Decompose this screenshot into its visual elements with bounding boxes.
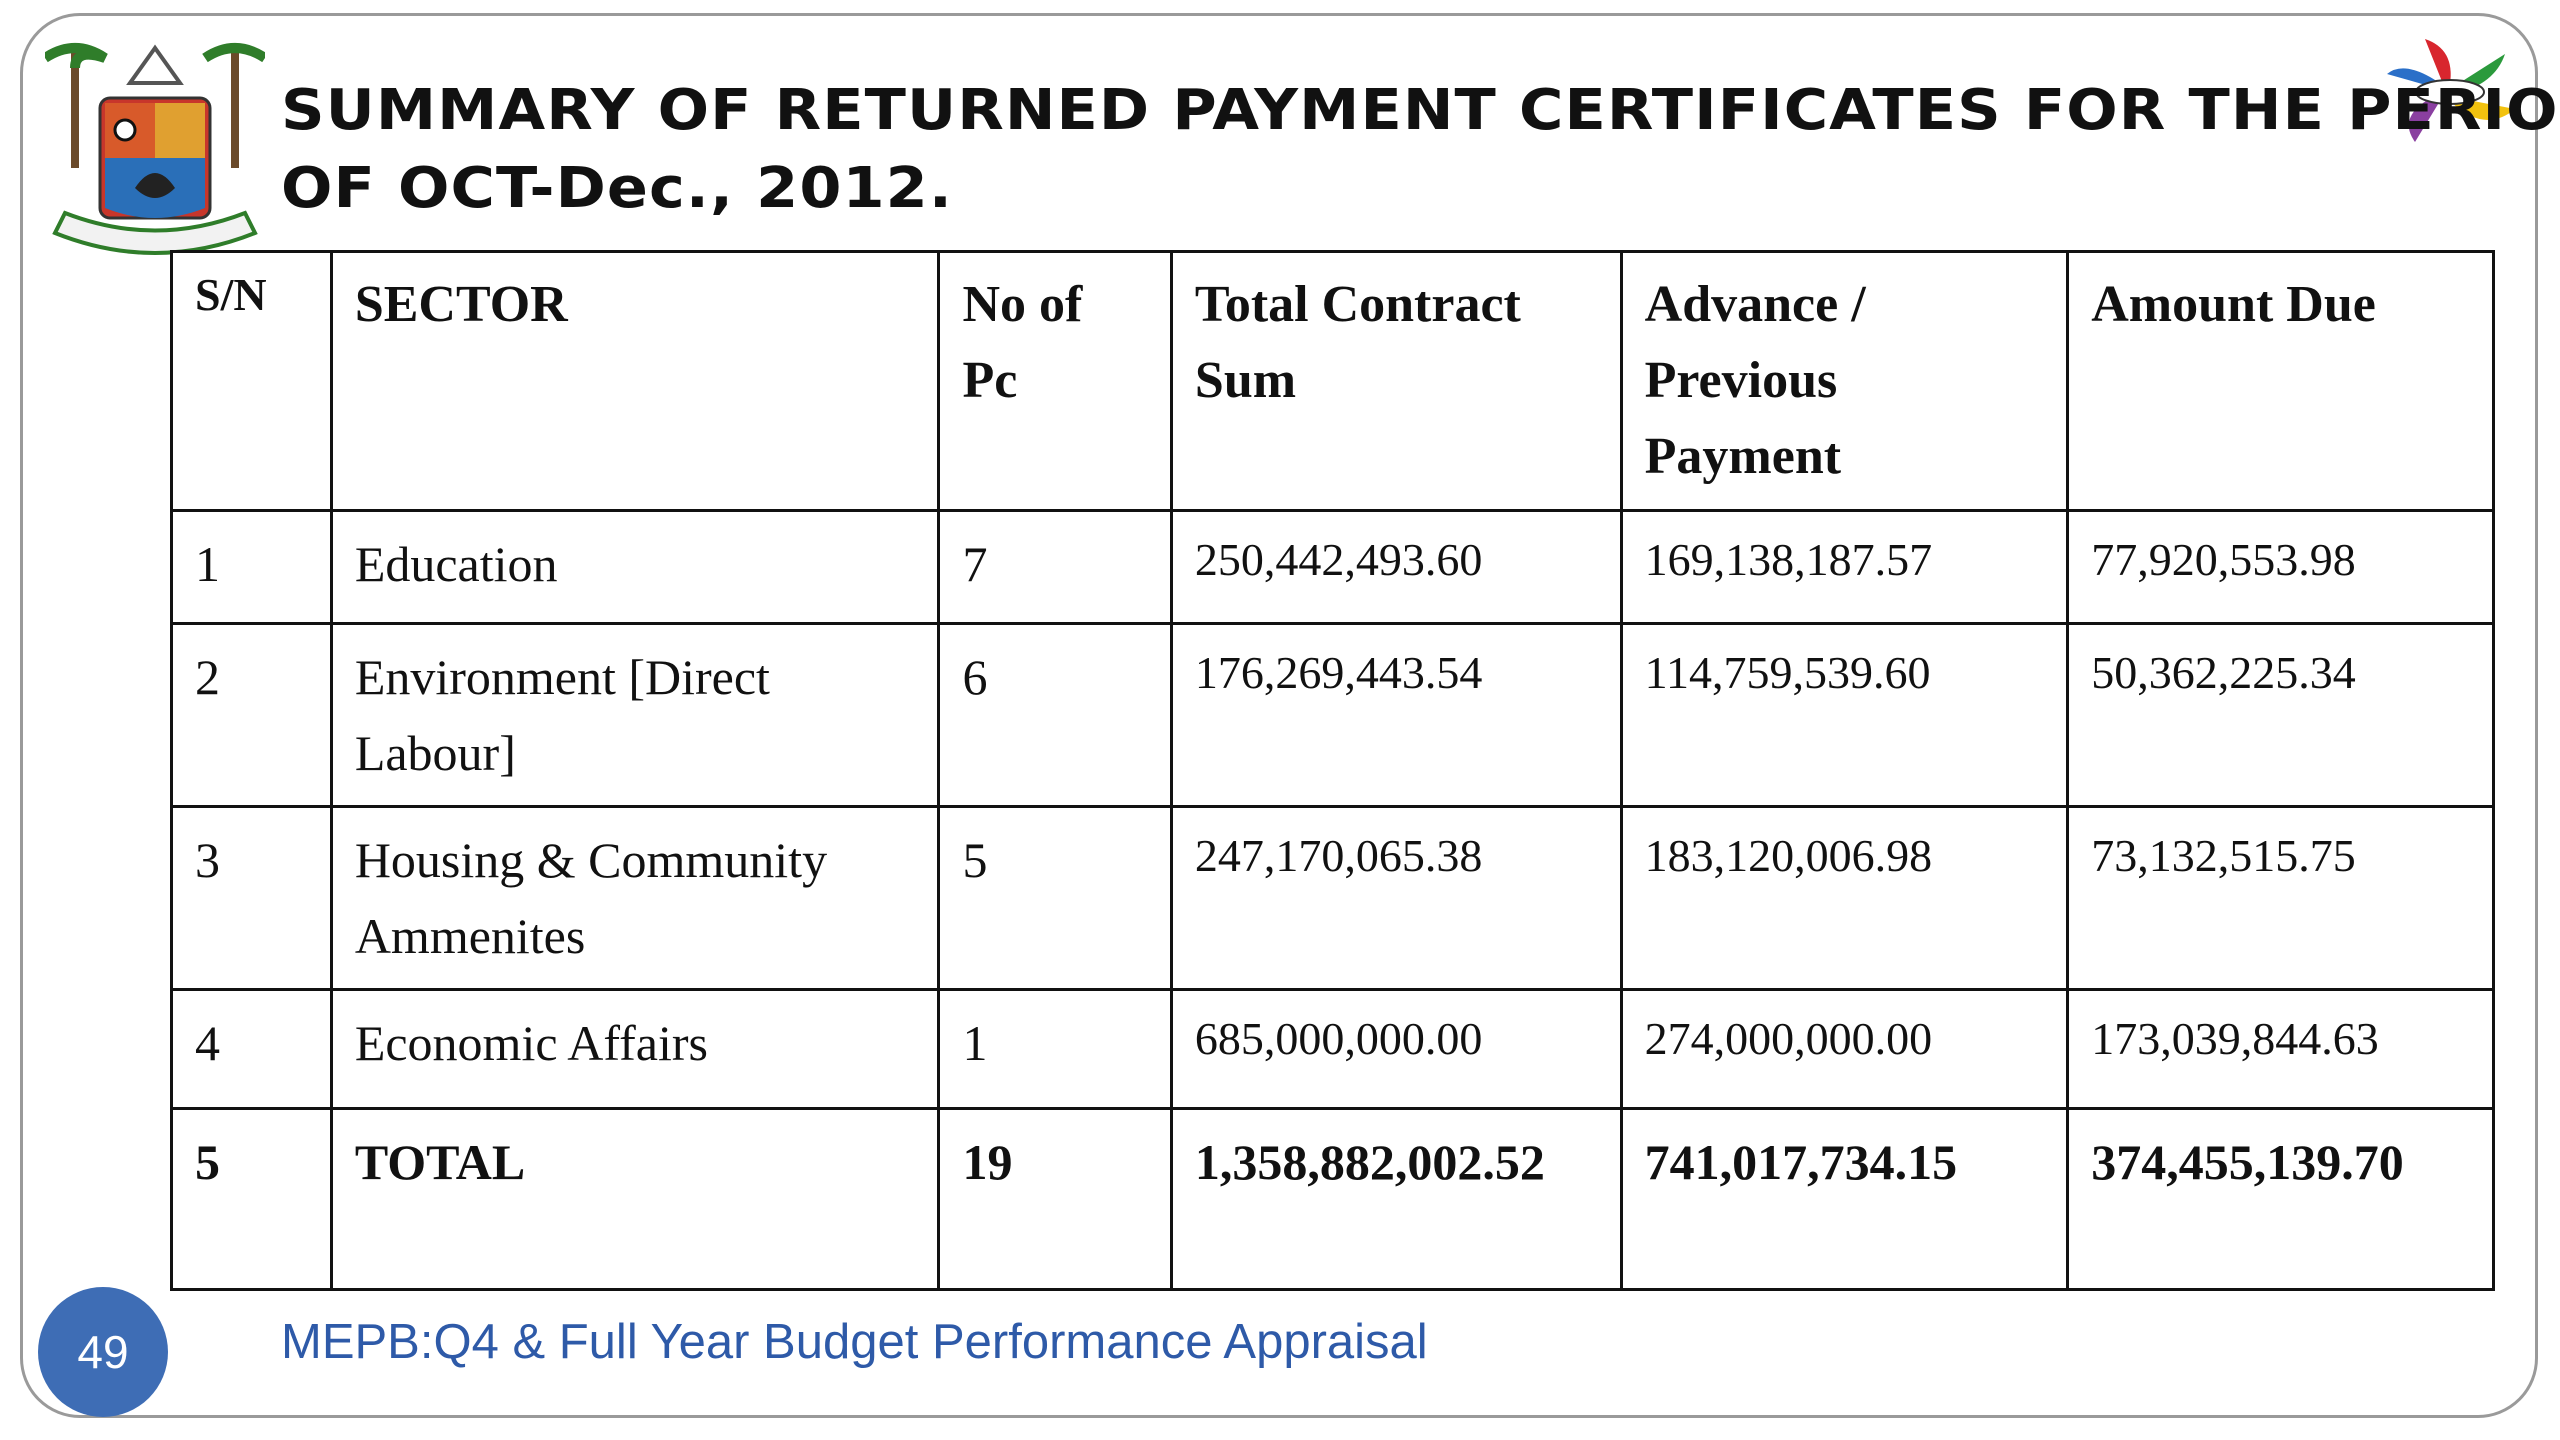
table-cell: 7 — [937, 509, 1173, 625]
table-row: 4 Economic Affairs 1 685,000,000.00 274,000,… — [170, 988, 2495, 1110]
table-cell: 5 — [937, 805, 1173, 991]
table-cell: 5 — [170, 1107, 333, 1291]
table-cell: 374,455,139.70 — [2066, 1107, 2495, 1291]
slide-frame — [20, 13, 2538, 1418]
table-cell: 183,120,006.98 — [1619, 805, 2070, 991]
page-number: 49 — [38, 1287, 168, 1417]
table-cell: Housing & Community Ammenites — [329, 805, 941, 991]
table-cell: 274,000,000.00 — [1619, 988, 2070, 1110]
table-cell: 169,138,187.57 — [1619, 509, 2070, 625]
footer-text: MEPB:Q4 & Full Year Budget Performance A… — [281, 1315, 1428, 1369]
mepb-logo — [2387, 39, 2515, 142]
crest-logo — [45, 43, 265, 255]
table-cell: 1 — [170, 509, 333, 625]
table-cell: 741,017,734.15 — [1619, 1107, 2070, 1291]
total-row: 5 TOTAL 19 1,358,882,002.52 741,017,734.15 37… — [170, 1107, 2495, 1291]
table-row: 1 Education 7 250,442,493.60 169,138,187.57 7… — [170, 509, 2495, 625]
title-line: OF OCT-Dec., 2012. — [281, 156, 953, 221]
table-cell: 77,920,553.98 — [2066, 509, 2495, 625]
title-line: SUMMARY OF RETURNED PAYMENT CERTIFICATES… — [281, 78, 2560, 143]
header-cell: No of Pc — [937, 250, 1173, 512]
table-cell: 73,132,515.75 — [2066, 805, 2495, 991]
table-cell: Economic Affairs — [329, 988, 941, 1110]
table-cell: 50,362,225.34 — [2066, 622, 2495, 808]
table-cell: 176,269,443.54 — [1169, 622, 1623, 808]
table-cell: 2 — [170, 622, 333, 808]
table-cell: 685,000,000.00 — [1169, 988, 1623, 1110]
table-cell: 4 — [170, 988, 333, 1110]
table-row: 2 Environment [Direct Labour] 6 176,269,443… — [170, 622, 2495, 808]
table-cell: 173,039,844.63 — [2066, 988, 2495, 1110]
table-cell: 19 — [937, 1107, 1173, 1291]
table-cell: Education — [329, 509, 941, 625]
table-cell: TOTAL — [329, 1107, 941, 1291]
table-cell: Environment [Direct Labour] — [329, 622, 941, 808]
table-cell: 3 — [170, 805, 333, 991]
header-cell: SECTOR — [329, 250, 941, 512]
header-cell: S/N — [170, 250, 333, 512]
table-cell: 6 — [937, 622, 1173, 808]
table-cell: 114,759,539.60 — [1619, 622, 2070, 808]
summary-table: S/N SECTOR No of Pc Total Contract Sum Advan… — [170, 250, 2495, 1291]
table-cell: 1 — [937, 988, 1173, 1110]
header-row: S/N SECTOR No of Pc Total Contract Sum Advan… — [170, 250, 2495, 512]
table-row: 3 Housing & Community Ammenites 5 247,170,0… — [170, 805, 2495, 991]
header-cell: Total Contract Sum — [1169, 250, 1623, 512]
table-cell: 247,170,065.38 — [1169, 805, 1623, 991]
header-cell: Advance / Previous Payment — [1619, 250, 2070, 512]
table-cell: 1,358,882,002.52 — [1169, 1107, 1623, 1291]
table-cell: 250,442,493.60 — [1169, 509, 1623, 625]
header-cell: Amount Due — [2066, 250, 2495, 512]
